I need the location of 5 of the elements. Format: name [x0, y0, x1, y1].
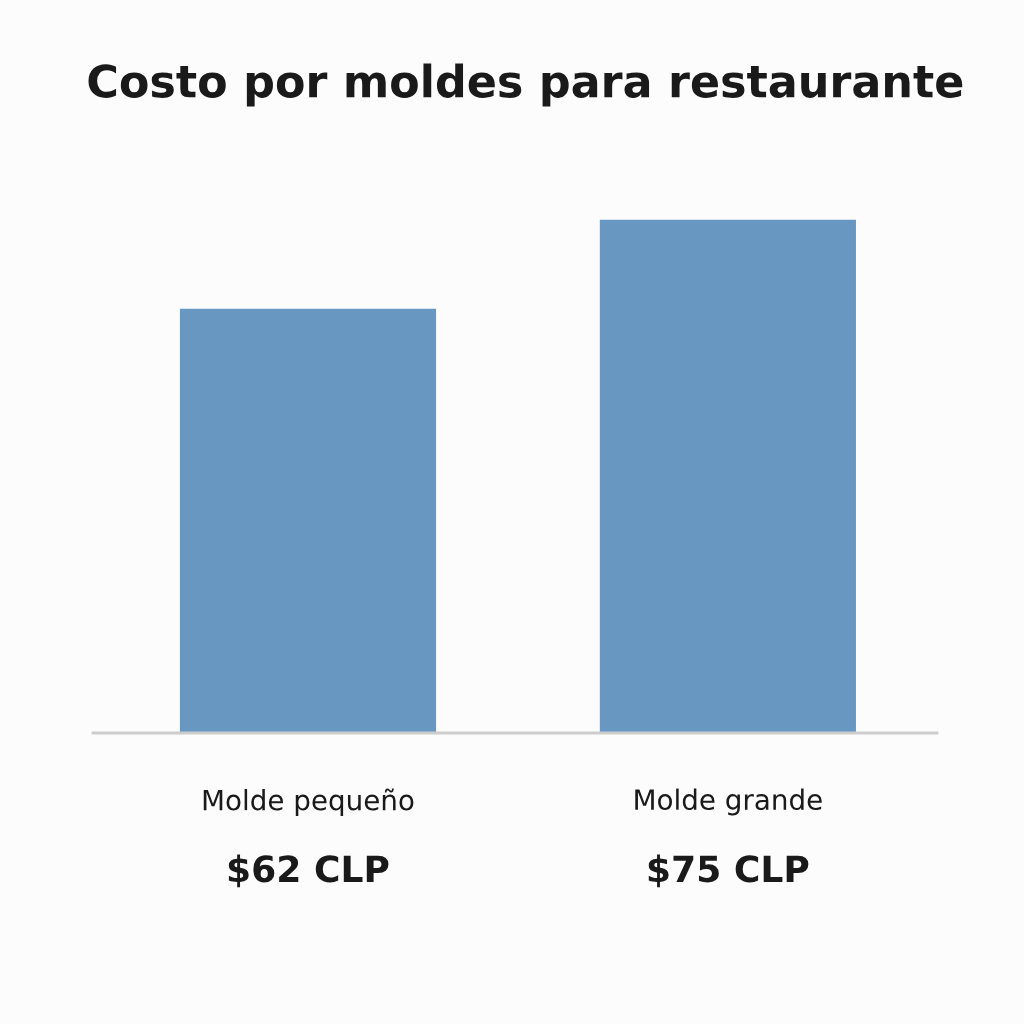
x-tick-label: Molde pequeño [203, 788, 414, 816]
data-label: $75 CLP [648, 854, 809, 888]
chart-title: Costo por moldes para restaurante [88, 63, 963, 107]
data-label: $62 CLP [228, 854, 389, 888]
x-tick-label: Molde grande [635, 788, 822, 816]
